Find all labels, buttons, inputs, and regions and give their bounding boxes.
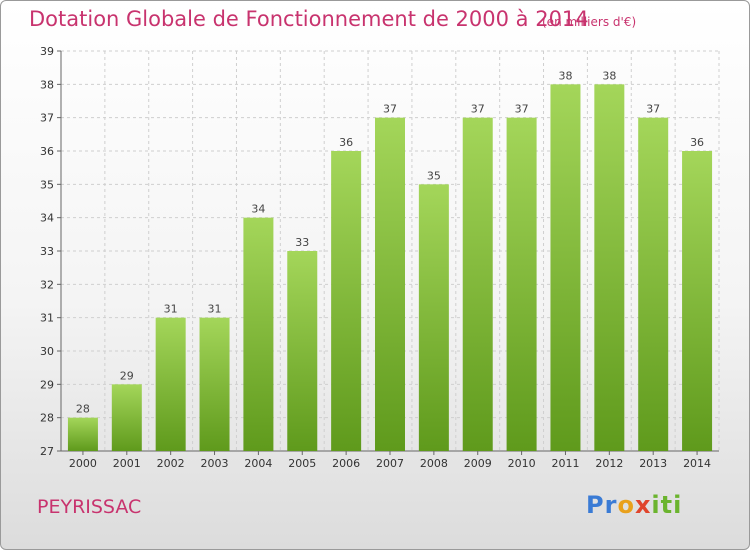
bar-2011 <box>550 84 581 451</box>
commune-name: PEYRISSAC <box>37 496 142 518</box>
logo-part-2: o <box>617 491 635 519</box>
data-label-2010: 37 <box>515 103 529 116</box>
data-label-2003: 31 <box>208 303 222 316</box>
data-label-2001: 29 <box>120 369 134 382</box>
x-tick-label-2008: 2008 <box>420 457 448 470</box>
logo-part-4: iti <box>651 491 683 519</box>
data-label-2006: 36 <box>339 136 353 149</box>
bar-2014 <box>682 151 713 451</box>
data-label-2004: 34 <box>251 203 265 216</box>
x-tick-label-2001: 2001 <box>113 457 141 470</box>
data-label-2008: 35 <box>427 169 441 182</box>
bar-2004 <box>243 217 274 451</box>
x-tick-label-2000: 2000 <box>69 457 97 470</box>
x-tick-label-2004: 2004 <box>244 457 272 470</box>
logo-part-1: Pr <box>586 491 618 519</box>
x-tick-label-2006: 2006 <box>332 457 360 470</box>
x-tick-label-2011: 2011 <box>551 457 579 470</box>
data-label-2011: 38 <box>558 69 572 82</box>
y-tick-label: 38 <box>40 78 54 91</box>
bars <box>67 84 713 452</box>
data-label-2000: 28 <box>76 403 90 416</box>
bar-2000 <box>67 417 98 451</box>
bar-2013 <box>638 117 669 452</box>
data-label-2002: 31 <box>164 303 178 316</box>
bar-2003 <box>199 317 230 451</box>
x-tick-label-2009: 2009 <box>464 457 492 470</box>
bar-2009 <box>462 117 493 452</box>
bar-2010 <box>506 117 537 452</box>
y-tick-label: 29 <box>40 378 54 391</box>
bar-2002 <box>155 317 186 451</box>
x-tick-label-2007: 2007 <box>376 457 404 470</box>
unit-note: (en milliers d'€) <box>542 15 637 29</box>
x-tick-label-2013: 2013 <box>639 457 667 470</box>
x-tick-label-2012: 2012 <box>595 457 623 470</box>
y-tick-label: 36 <box>40 145 54 158</box>
bar-2007 <box>375 117 405 452</box>
logo-part-3: x <box>634 491 652 519</box>
bar-2005 <box>287 251 318 451</box>
bar-2006 <box>331 151 362 451</box>
x-tick-label-2002: 2002 <box>157 457 185 470</box>
bar-2008 <box>418 184 449 452</box>
y-tick-label: 32 <box>40 278 54 291</box>
y-tick-label: 30 <box>40 345 54 358</box>
x-tick-label-2003: 2003 <box>201 457 229 470</box>
y-tick-label: 37 <box>40 112 54 125</box>
y-tick-label: 28 <box>40 412 54 425</box>
y-tick-label: 39 <box>40 45 54 58</box>
y-tick-label: 35 <box>40 178 54 191</box>
chart-title: Dotation Globale de Fonctionnement de 20… <box>29 7 589 31</box>
data-label-2007: 37 <box>383 103 397 116</box>
proxiti-logo: Proxiti <box>586 491 682 519</box>
labels: 27 28 29 30 31 32 33 34 35 36 37 38 39 28 2000 29 2001 31… <box>40 45 711 470</box>
y-tick-label: 33 <box>40 245 54 258</box>
bar-2001 <box>111 384 142 451</box>
data-label-2005: 33 <box>295 236 309 249</box>
y-tick-label: 31 <box>40 312 54 325</box>
bar-2012 <box>594 84 625 451</box>
data-label-2014: 36 <box>690 136 704 149</box>
data-label-2009: 37 <box>471 103 485 116</box>
x-tick-label-2010: 2010 <box>508 457 536 470</box>
data-label-2013: 37 <box>646 103 660 116</box>
y-tick-label: 27 <box>40 445 54 458</box>
x-tick-label-2014: 2014 <box>683 457 711 470</box>
x-tick-label-2005: 2005 <box>288 457 316 470</box>
y-tick-label: 34 <box>40 212 54 225</box>
data-label-2012: 38 <box>602 69 616 82</box>
